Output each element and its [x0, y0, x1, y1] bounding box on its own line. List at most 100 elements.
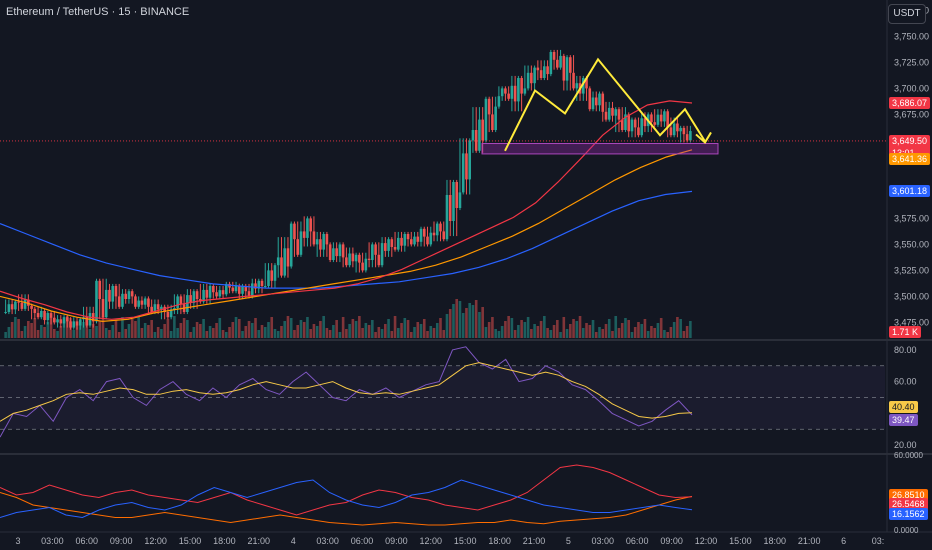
- volume-bar: [387, 319, 390, 338]
- volume-bar: [484, 327, 488, 338]
- volume-bar: [176, 328, 179, 338]
- candle-body: [672, 123, 676, 136]
- rsi-pane[interactable]: [0, 346, 885, 438]
- volume-bar: [620, 323, 624, 338]
- candle-body: [364, 258, 368, 271]
- volume-bar: [104, 328, 108, 338]
- volume-bar: [189, 332, 192, 338]
- candle-body: [75, 321, 79, 326]
- candle-body: [413, 236, 416, 245]
- candle-body: [556, 59, 559, 68]
- volume-bar: [163, 324, 166, 338]
- volume-bar: [439, 318, 442, 338]
- volume-bar: [319, 321, 322, 338]
- volume-bar: [101, 316, 105, 338]
- candle-body: [581, 78, 585, 94]
- candle-body: [549, 52, 553, 75]
- candle-body: [604, 111, 608, 120]
- candle-body: [455, 182, 459, 208]
- candle-body: [332, 248, 335, 260]
- candle-body: [169, 309, 173, 318]
- candle-body: [533, 67, 536, 84]
- price-tick-label: 3,700.00: [894, 83, 929, 93]
- candle-body: [562, 55, 566, 81]
- volume-bar: [504, 321, 507, 338]
- candle-body: [666, 111, 669, 128]
- candle-body: [543, 66, 546, 78]
- time-tick-label: 12:00: [695, 536, 718, 546]
- candle-body: [140, 300, 144, 305]
- volume-bar: [78, 320, 82, 338]
- candle-body: [685, 134, 689, 141]
- volume-bar: [160, 329, 163, 338]
- volume-bar: [517, 325, 520, 338]
- candle-body: [620, 119, 624, 130]
- candle-body: [367, 258, 371, 260]
- volume-bar: [56, 331, 59, 338]
- volume-bar: [338, 332, 342, 338]
- volume-bar: [130, 319, 134, 338]
- candle-body: [46, 313, 50, 321]
- currency-button[interactable]: USDT: [888, 4, 926, 24]
- price-tick-label: 3,500.00: [894, 291, 929, 301]
- candle-body: [689, 131, 692, 141]
- volume-bar: [49, 317, 53, 338]
- volume-bar: [646, 331, 650, 338]
- candle-body: [263, 286, 267, 287]
- volume-bar: [416, 322, 420, 338]
- dmi-pane[interactable]: [0, 464, 693, 526]
- volume-bar: [520, 320, 523, 338]
- candle-body: [260, 280, 264, 286]
- volume-bar: [374, 332, 377, 338]
- volume-bar: [640, 324, 643, 338]
- candle-body: [325, 234, 329, 245]
- candle-body: [458, 192, 462, 208]
- volume-bar: [117, 332, 121, 338]
- candle-body: [137, 300, 140, 307]
- volume-bar: [186, 320, 189, 338]
- candle-body: [241, 286, 244, 294]
- candle-body: [36, 313, 40, 318]
- volume-bar: [510, 318, 514, 338]
- candle-body: [471, 130, 475, 141]
- volume-bar: [429, 326, 433, 338]
- rsi-tick-label: 60.00: [894, 377, 917, 387]
- volume-bar: [546, 328, 549, 338]
- candle-body: [439, 223, 442, 232]
- time-tick-label: 06:00: [76, 536, 99, 546]
- candle-body: [225, 283, 228, 295]
- volume-bar: [276, 331, 280, 338]
- time-tick-label: 12:00: [144, 536, 167, 546]
- volume-bar: [627, 320, 631, 338]
- rsi-value-tag: 39.47: [889, 413, 918, 426]
- volume-bar: [202, 319, 205, 338]
- candle-body: [215, 292, 218, 297]
- volume-bar: [241, 331, 244, 338]
- candle-body: [546, 66, 549, 75]
- time-tick-label: 03:00: [592, 536, 615, 546]
- volume-bar: [663, 330, 666, 338]
- candle-body: [62, 317, 66, 324]
- candle-body: [510, 85, 514, 99]
- price-tick-label: 3,750.00: [894, 31, 929, 41]
- volume-bar: [585, 323, 588, 338]
- time-tick-label: 18:00: [488, 536, 511, 546]
- volume-bar: [114, 320, 118, 338]
- candle-body: [374, 244, 377, 255]
- candle-body: [280, 257, 283, 276]
- candle-body: [328, 244, 332, 260]
- price-pane[interactable]: [0, 49, 887, 338]
- volume-bar: [656, 323, 660, 338]
- volume-bar: [682, 331, 686, 338]
- candle-body: [669, 127, 673, 136]
- candle-body: [500, 88, 504, 97]
- candle-body: [565, 57, 569, 81]
- time-tick-label: 15:00: [179, 536, 202, 546]
- candle-body: [134, 296, 137, 307]
- candle-body: [315, 239, 319, 245]
- candle-body: [254, 283, 257, 289]
- volume-bar: [345, 329, 348, 338]
- candle-body: [237, 285, 241, 294]
- volume-bar: [247, 321, 251, 338]
